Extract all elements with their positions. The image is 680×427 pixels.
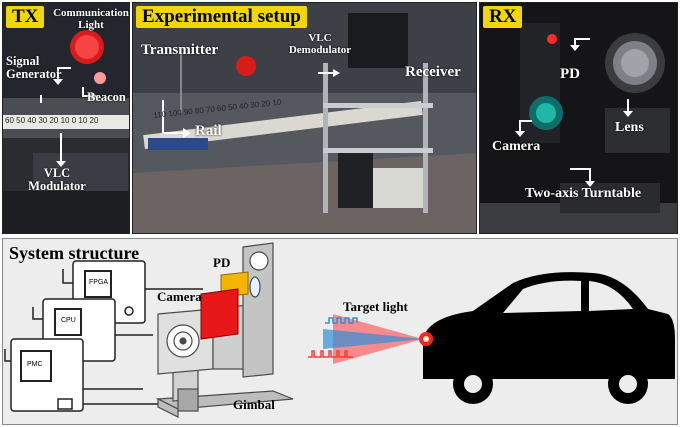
pd-label: PD — [560, 66, 580, 82]
signal-generator-label: Signal Generator — [6, 54, 62, 82]
tx-photo — [3, 3, 129, 233]
tx-panel: TX Communication Light Signal Generator … — [2, 2, 130, 234]
tx-ruler — [3, 115, 129, 129]
signal-waveform-blue — [325, 317, 358, 324]
signal-beam-blue — [323, 329, 423, 349]
pmc-label: PMC — [27, 361, 43, 368]
tx-ruler-ticks: 60 50 40 30 20 10 0 10 20 — [5, 116, 99, 125]
beacon-label: Beacon — [87, 90, 126, 104]
transmitter-label: Transmitter — [141, 42, 219, 58]
rail-label: Rail — [195, 123, 222, 139]
setup-transmitter-led — [236, 56, 256, 76]
receiver-label: Receiver — [405, 64, 461, 80]
system-structure-title: System structure — [9, 243, 140, 263]
signal-waveform-red — [308, 350, 353, 358]
setup-photo — [133, 3, 476, 233]
setup-panel: Experimental setup Transmitter VLC Demod… — [132, 2, 477, 234]
board-pmc — [10, 338, 84, 412]
tx-tag: TX — [6, 6, 45, 28]
two-axis-turntable-label: Two-axis Turntable — [525, 186, 642, 201]
rx-photo — [480, 3, 677, 233]
rx-tag: RX — [483, 6, 523, 28]
system-structure-diagram — [4, 242, 675, 418]
system-structure-panel: System structure PD Camera FPGA CPU PMC … — [2, 238, 678, 425]
communication-light-label: Communication Light — [53, 7, 129, 31]
setup-tag: Experimental setup — [136, 6, 307, 28]
vlc-modulator-label: VLC Modulator — [28, 166, 86, 194]
gimbal-label: Gimbal — [233, 397, 275, 412]
car-silhouette — [423, 272, 675, 404]
gimbal — [155, 242, 294, 418]
rx-indicator-led — [547, 34, 557, 44]
setup-rail — [143, 100, 423, 150]
cpu-label: CPU — [61, 317, 76, 324]
beacon-led — [94, 72, 106, 84]
target-light-label: Target light — [343, 299, 408, 314]
rx-panel: RX PD Lens Camera Two-axis Turntable — [479, 2, 678, 234]
camera-block — [200, 288, 239, 340]
fpga-label: FPGA — [89, 279, 109, 286]
camera-label: Camera — [492, 139, 541, 154]
structure-pd-label: PD — [213, 255, 231, 270]
structure-camera-label: Camera — [157, 289, 202, 304]
vlc-demodulator-label: VLC Demodulator — [288, 32, 352, 56]
lens-label: Lens — [615, 120, 644, 135]
